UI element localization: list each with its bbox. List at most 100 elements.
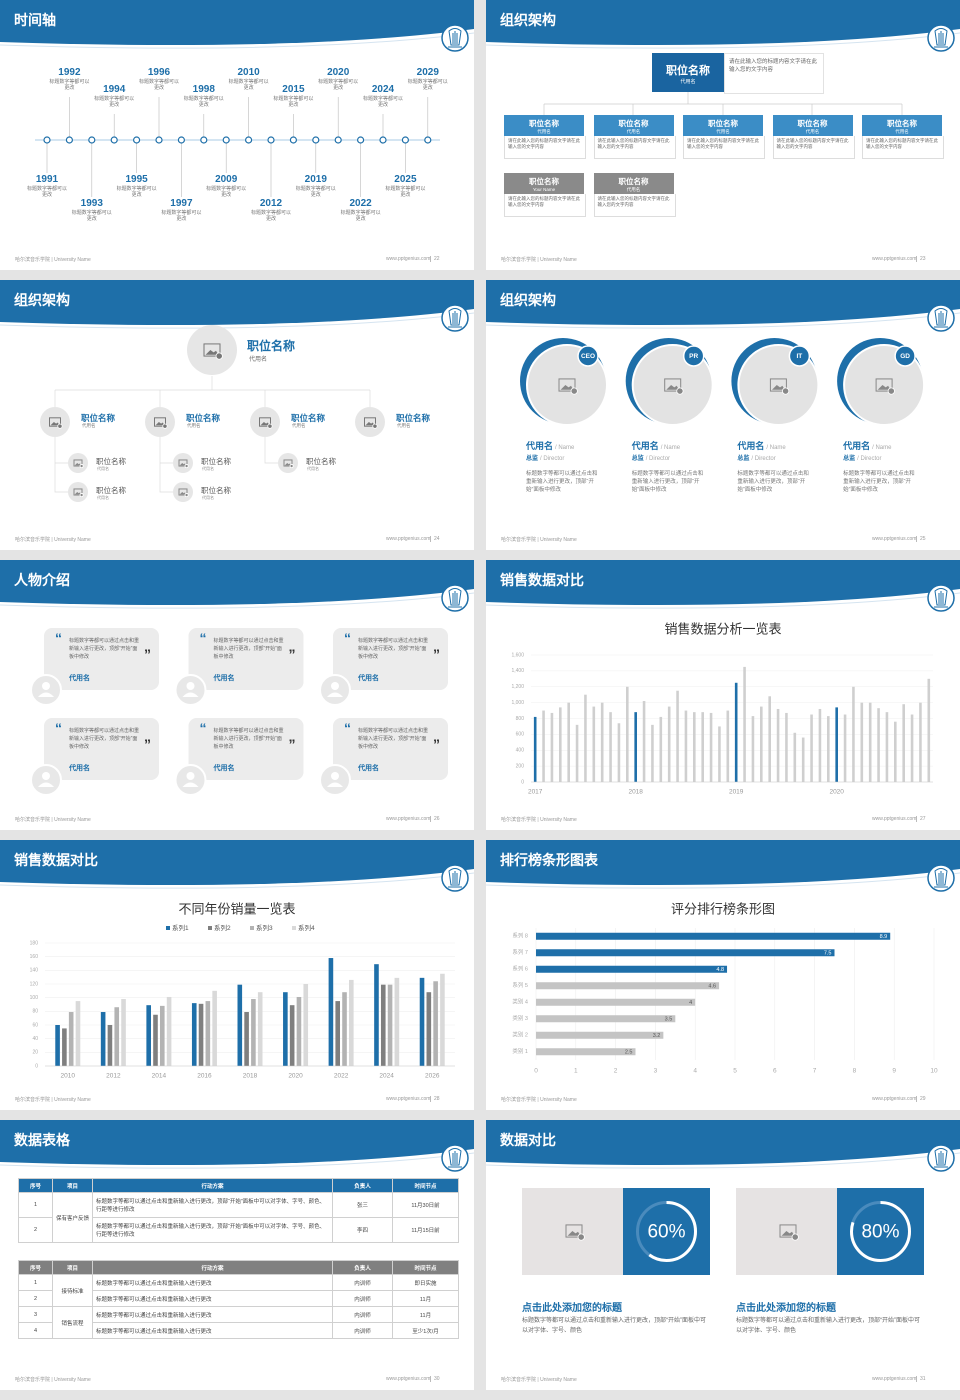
page-number: 24	[430, 536, 440, 542]
y-tick-label: 0	[35, 1063, 38, 1069]
x-tick-label: 2012	[106, 1073, 121, 1080]
slide: 组织架构 哈尔滨音乐学院 | University Name www.pptgeni…	[0, 280, 474, 550]
card-text: 标题数字等都可以通过点击和重新输入进行更改，顶部“开始”面板中修改	[213, 728, 284, 750]
person-tag-circle	[577, 345, 599, 367]
card-name: 代用名	[358, 675, 379, 682]
table-cell: 内训师	[332, 1290, 393, 1307]
org-top-text: 请在此输入您的标题内容文字请在此输入您的文字内容	[724, 53, 824, 94]
bar	[426, 992, 432, 1066]
bar	[827, 716, 830, 782]
card-bg	[333, 718, 448, 780]
slide-title: 数据表格	[14, 1132, 70, 1148]
card-name: 代用名	[213, 765, 235, 772]
timeline-year: 2029	[416, 67, 439, 78]
tree-child-subtitle: 代用名	[202, 466, 214, 471]
person-text: 标题数字等都可以通过点击和重新输入进行更改，顶部“开始”面板中修改	[526, 471, 598, 493]
bar	[684, 710, 688, 782]
footer-url: www.pptgenius.com	[872, 256, 917, 262]
image-icon-mountain	[877, 385, 891, 390]
bar	[237, 984, 243, 1066]
header-cell: 项目	[52, 1260, 93, 1275]
tree-child-subtitle: 代用名	[307, 466, 319, 471]
x-tick-label: 2017	[528, 789, 543, 796]
card-text: 标题数字等都可以通过点击和重新输入进行更改，顶部“开始”面板中修改	[69, 638, 140, 660]
value-label: 4	[689, 1000, 692, 1006]
timeline-dot	[245, 136, 253, 144]
bar	[927, 678, 931, 782]
logo-harp	[448, 868, 462, 888]
x-tick-label: 10	[930, 1068, 938, 1075]
page-number: 28	[430, 1096, 440, 1102]
bar	[419, 977, 425, 1066]
y-tick-label: 系列 5	[512, 981, 528, 989]
person-tag-circle	[788, 345, 811, 367]
header-cell: 时间节点	[392, 1178, 459, 1193]
y-tick-label: 系列 8	[512, 932, 528, 940]
bar	[303, 984, 309, 1066]
bar	[785, 712, 788, 782]
bar	[852, 686, 855, 782]
timeline-dot	[65, 136, 74, 144]
table-cell: 保有客户反馈	[52, 1192, 93, 1243]
tree-branch-subtitle: 代用名	[397, 423, 411, 428]
bar	[600, 702, 604, 782]
timeline-dot	[267, 136, 275, 144]
card-avatar-body	[182, 692, 199, 697]
tree-child-circle	[173, 453, 193, 473]
legend-label: 系列4	[298, 923, 315, 932]
bar	[567, 702, 570, 782]
org-box-title: 职位名称	[529, 119, 559, 128]
table-row: 2 标题数字等都可以通过点击和重新输入进行更改，顶部“开始”面板中可以对字体、字号…	[18, 1217, 459, 1243]
card-close-quote: ”	[433, 646, 440, 662]
tree-top-circle	[187, 325, 237, 375]
slide: 评分排行榜条形图 0 1 2 3 4 5 6 7 8 9 10 类别 1 2.5 类别 2 3.2 类别 3 3.…	[486, 840, 960, 1110]
image-icon-plus	[57, 423, 63, 429]
tree-branch-title: 职位名称	[396, 413, 431, 423]
card-text: 标题数字等都可以通过点击和重新输入进行更改，顶部“开始”面板中修改	[69, 728, 140, 750]
tree-branch-circle	[145, 407, 175, 437]
x-tick-label: 2014	[152, 1073, 167, 1080]
bar	[877, 708, 880, 782]
page-number: 31	[916, 1376, 926, 1382]
table-cell: 标题数字等都可以通过点击和重新输入进行更改，顶部“开始”面板中可以对字体、字号、…	[92, 1192, 333, 1218]
timeline-text: 标题数字等都可以更改	[116, 186, 157, 198]
person-tag: CEO	[581, 353, 595, 360]
header-cell: 负责人	[332, 1178, 393, 1193]
timeline-text: 标题数字等都可以更改	[183, 96, 224, 108]
person-text: 标题数字等都可以通过点击和重新输入进行更改，顶部“开始”面板中修改	[737, 471, 809, 493]
header-line	[0, 592, 474, 609]
logo-harp	[448, 1148, 462, 1168]
bar	[868, 702, 872, 782]
page-number: 26	[430, 816, 440, 822]
org-box-header: 职位名称 代用名	[772, 115, 853, 136]
y-tick-label: 20	[32, 1050, 38, 1056]
legend-label: 系列3	[256, 923, 273, 932]
timeline-text: 标题数字等都可以更改	[407, 79, 448, 91]
bar	[642, 701, 646, 782]
bar	[734, 682, 738, 782]
timeline-dot	[379, 136, 387, 144]
tree-branch-subtitle: 代用名	[82, 423, 96, 428]
person-role-en: / Director	[857, 456, 882, 462]
slide-graphics	[0, 560, 474, 796]
compare-title: 点击此处添加您的标题	[736, 1303, 836, 1314]
person-tag: IT	[797, 353, 803, 360]
bar	[212, 990, 217, 1066]
card-text: 标题数字等都可以通过点击和重新输入进行更改，顶部“开始”面板中修改	[358, 728, 429, 750]
org-box-subtitle: 代用名	[895, 129, 909, 134]
bar	[536, 998, 696, 1006]
card-name: 代用名	[69, 765, 90, 772]
header-band	[0, 840, 474, 886]
bar	[693, 712, 696, 782]
footer-left: 哈尔滨音乐学院 | University Name	[15, 1097, 91, 1103]
card-text: 标题数字等都可以通过点击和重新输入进行更改，顶部“开始”面板中修改	[213, 638, 284, 660]
person-role-en: / Director	[645, 456, 671, 462]
bar	[701, 712, 704, 782]
bar	[743, 666, 746, 782]
timeline-text: 标题数字等都可以更改	[94, 96, 135, 108]
table-cell: 内训师	[332, 1274, 393, 1291]
bar	[536, 965, 728, 973]
person-tag-circle	[894, 345, 916, 367]
slide-graphics	[0, 1120, 474, 1172]
header-line	[0, 32, 474, 49]
